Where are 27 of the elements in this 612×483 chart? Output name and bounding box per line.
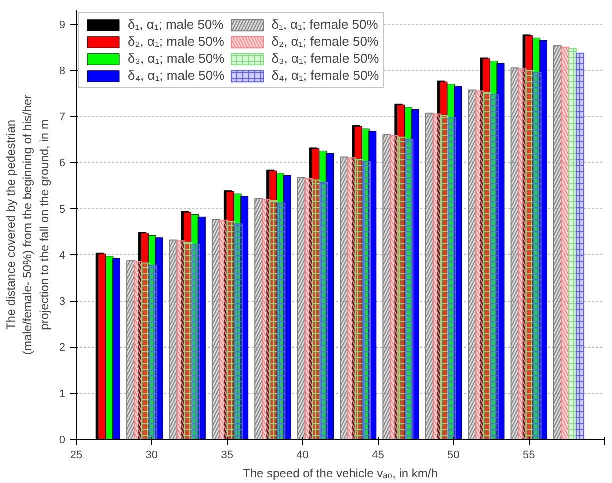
x-tick-label: 35	[221, 450, 234, 462]
legend-label: δ₃, α₁; female 50%	[272, 51, 380, 66]
y-tick-label: 7	[59, 112, 66, 124]
y-tick-label: 9	[59, 19, 66, 32]
y-tick-label: 3	[59, 296, 66, 308]
x-tick-label: 45	[372, 450, 384, 462]
legend-label: δ₄, α₁; female 50%	[272, 68, 380, 83]
y-tick-label: 1	[59, 388, 66, 400]
y-tick-label: 4	[59, 250, 66, 262]
y-tick-label: 8	[59, 65, 66, 78]
x-axis-title: The speed of the vehicle vₐ₀, in km/h	[243, 466, 438, 480]
x-tick-label: 40	[296, 450, 309, 462]
y-tick-label: 0	[59, 434, 66, 446]
legend-label: δ₃, α₁; male 50%	[128, 51, 225, 66]
legend-label: δ₂, α₁; male 50%	[128, 34, 224, 49]
legend-label: δ₂, α₁; female 50%	[272, 34, 379, 49]
legend-label: δ₁, α₁; female 50%	[272, 17, 378, 32]
x-tick-label: 30	[146, 450, 158, 462]
x-tick-label: 50	[448, 450, 460, 462]
x-tick-label: 55	[522, 450, 536, 462]
legend-label: δ₄, α₁; male 50%	[128, 68, 225, 83]
x-tick-label: 25	[70, 450, 83, 462]
y-axis-title: The distance covered by the pedestrian (male/female- 50%) from the beginning of his/her projection to the fall on the ground, in m	[4, 94, 52, 356]
y-tick-label: 2	[59, 342, 66, 354]
y-tick-label: 6	[59, 158, 66, 170]
y-tick-label: 5	[59, 204, 66, 216]
legend-label: δ₁, α₁; male 50%	[128, 17, 224, 32]
